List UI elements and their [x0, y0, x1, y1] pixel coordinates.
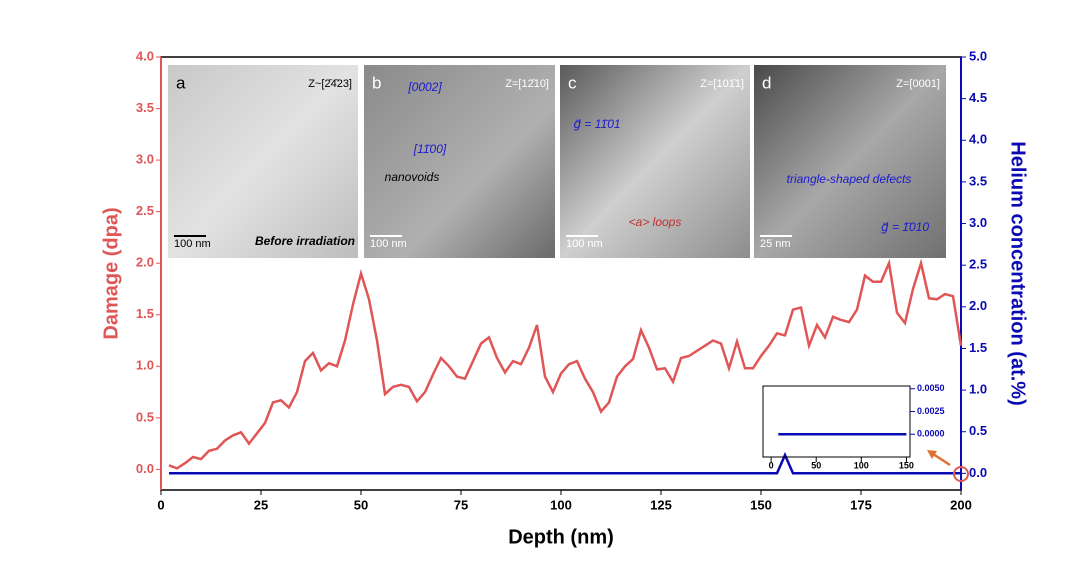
series-line — [169, 451, 961, 475]
zone-axis: Z~[2̄4̄23] — [308, 78, 352, 90]
annotation: nanovoids — [385, 170, 440, 184]
zone-axis: Z=[101̄1] — [700, 78, 744, 90]
micrograph — [168, 65, 358, 258]
x-tick-label: 75 — [454, 497, 468, 512]
x-axis-label: Depth (nm) — [508, 526, 614, 548]
panel-letter: d — [762, 73, 771, 92]
y-tick-label: 0.0050 — [917, 383, 945, 393]
x-tick-label: 125 — [650, 497, 672, 512]
y2-tick-label: 2.5 — [969, 257, 987, 272]
x-tick-label: 150 — [750, 497, 772, 512]
series-line — [168, 258, 963, 470]
y-axis-label: Damage (dpa) — [100, 207, 122, 339]
arrow-head — [927, 450, 937, 459]
y-tick-label: 0.0 — [136, 461, 154, 476]
y2-tick-label: 1.5 — [969, 340, 987, 355]
annotation: [0002] — [407, 80, 442, 94]
plot-frame — [762, 385, 911, 458]
x-tick-label: 50 — [354, 497, 368, 512]
micrograph — [364, 65, 555, 258]
annotation: <a> loops — [629, 215, 682, 229]
x-tick-label: 50 — [811, 460, 821, 470]
y-tick-label: 0.5 — [136, 409, 154, 424]
panel-letter: a — [176, 73, 186, 92]
x-tick-label: 0 — [157, 497, 164, 512]
y2-axis-label: Helium concentration (at.%) — [1007, 141, 1029, 405]
y-tick-label: 1.5 — [136, 306, 154, 321]
zone-axis: Z=[0001] — [896, 78, 940, 90]
highlight-circle — [953, 466, 969, 482]
y-tick-label: 0.0025 — [917, 406, 945, 416]
y-tick-label: 2.0 — [136, 255, 154, 270]
scale-label: 100 nm — [370, 238, 407, 250]
annotation: g⃗ = 1̄010 — [881, 220, 929, 234]
y-tick-label: 0.0000 — [917, 429, 945, 439]
y-tick-label: 4.0 — [136, 48, 154, 63]
plot: 0 25 50 75 100 125 150 175 200 0.0 0.5 1.0 1.5 2.0 2.5… — [100, 48, 1028, 548]
scale-label: 100 nm — [174, 238, 211, 250]
y-tick-label: 2.5 — [136, 203, 154, 218]
y2-tick-label: 4.0 — [969, 132, 987, 147]
y2-tick-label: 2.0 — [969, 298, 987, 313]
y2-tick-label: 3.0 — [969, 215, 987, 230]
y2-tick-label: 1.0 — [969, 382, 987, 397]
x-tick-label: 175 — [850, 497, 872, 512]
y-tick-label: 3.0 — [136, 152, 154, 167]
micrograph — [754, 65, 946, 258]
x-tick-label: 100 — [854, 460, 869, 470]
x-tick-label: 150 — [899, 460, 914, 470]
y2-tick-label: 5.0 — [969, 48, 987, 63]
zone-axis: Z=[12̄10] — [505, 78, 549, 90]
annotation: Before irradiation — [255, 234, 355, 248]
annotation: g⃗ = 11̄01 — [573, 117, 620, 131]
y-tick-label: 3.5 — [136, 100, 154, 115]
y2-tick-label: 0.0 — [969, 465, 987, 480]
scale-label: 100 nm — [566, 238, 603, 250]
y2-tick-label: 4.5 — [969, 90, 987, 105]
annotation: triangle-shaped defects — [787, 172, 912, 186]
y2-tick-label: 3.5 — [969, 173, 987, 188]
annotation: [11̄00] — [413, 142, 447, 156]
x-tick-label: 25 — [254, 497, 268, 512]
y2-tick-label: 0.5 — [969, 423, 987, 438]
panel-letter: c — [568, 73, 577, 92]
x-tick-label: 100 — [550, 497, 572, 512]
y-tick-label: 1.0 — [136, 358, 154, 373]
x-tick-label: 0 — [769, 460, 774, 470]
panel-letter: b — [372, 73, 381, 92]
scale-label: 25 nm — [760, 238, 791, 250]
micrograph — [560, 65, 750, 258]
x-tick-label: 200 — [950, 497, 972, 512]
panels: a Z~[2̄4̄23] 100 nm Before irradiation b Z=[1… — [168, 65, 946, 258]
